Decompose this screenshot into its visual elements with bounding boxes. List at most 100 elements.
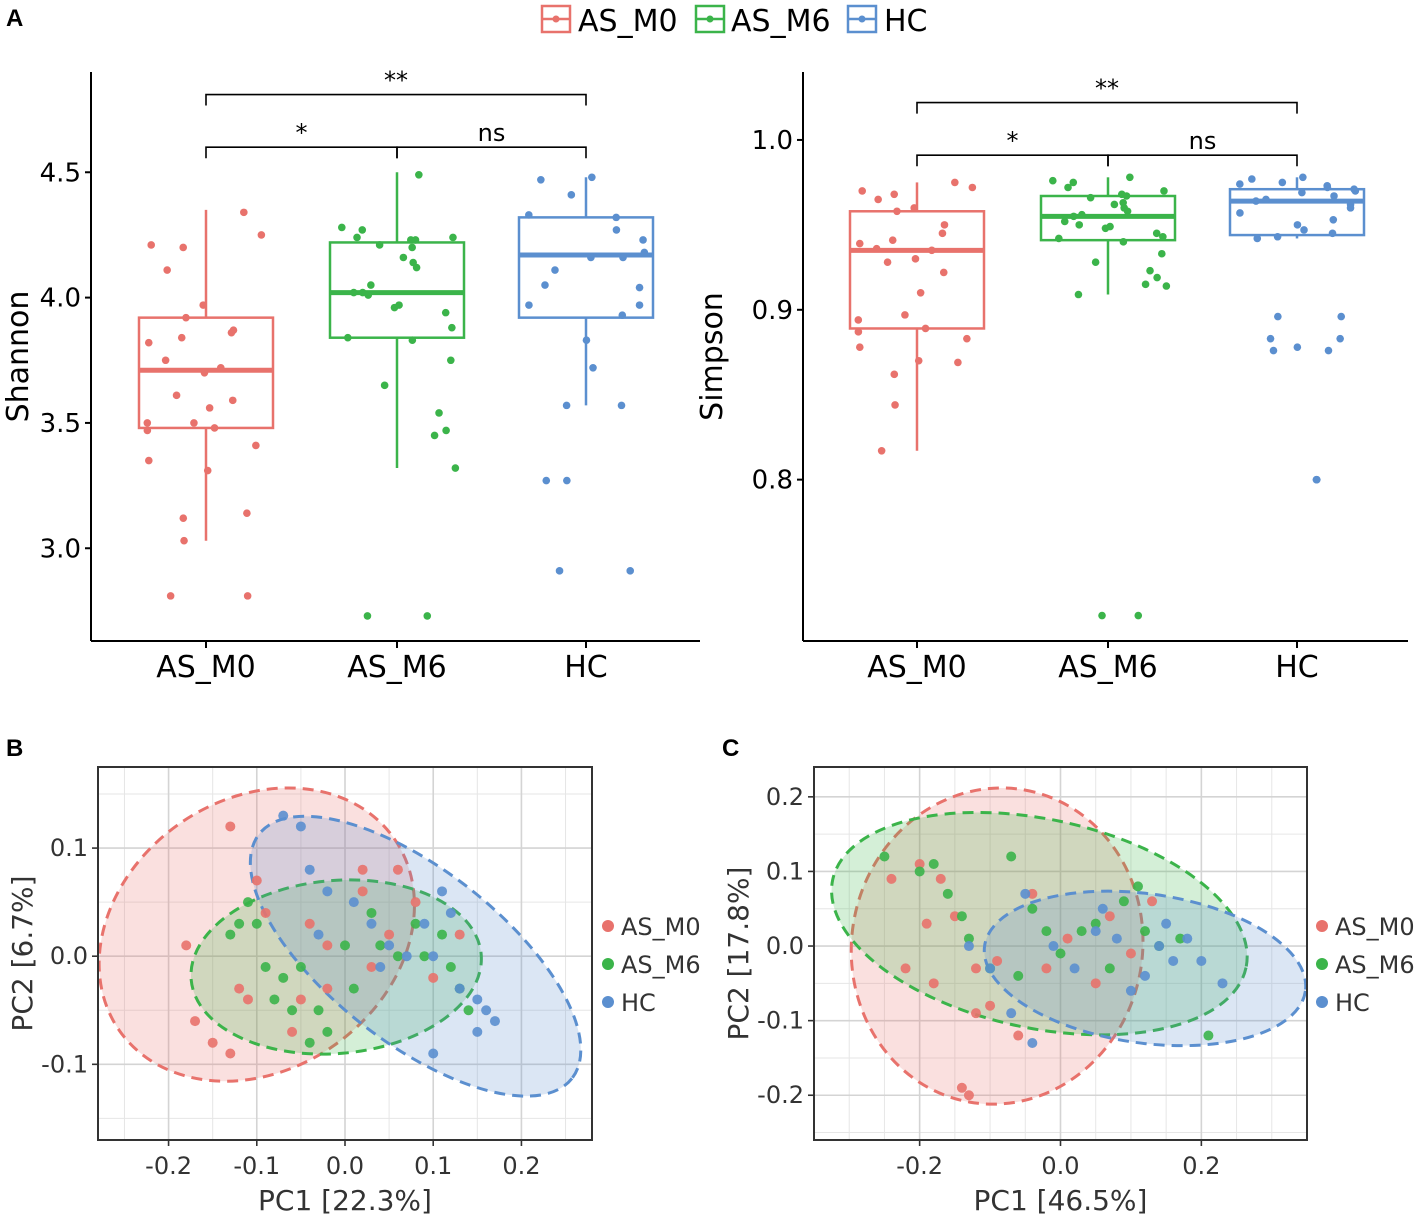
- data-point: [295, 994, 306, 1005]
- data-point: [1119, 238, 1128, 246]
- data-point: [242, 897, 253, 908]
- data-point: [914, 356, 923, 365]
- data-point: [551, 266, 559, 274]
- x-tick-label-as-m6: AS_M6: [1058, 650, 1158, 685]
- data-point: [588, 173, 596, 182]
- data-point: [626, 567, 635, 575]
- data-point: [225, 929, 236, 940]
- data-point: [1069, 212, 1078, 221]
- data-point: [525, 211, 533, 219]
- y-tick-label: 0.9: [752, 296, 793, 326]
- y-tick-label: 3.0: [40, 534, 81, 564]
- data-point: [635, 301, 644, 309]
- data-point: [1160, 187, 1168, 195]
- data-point: [1141, 280, 1150, 289]
- data-point: [384, 940, 395, 951]
- x-tick-label-as-m0: AS_M0: [867, 650, 967, 685]
- data-point: [412, 263, 421, 272]
- legend-label-as-m6: AS_M6: [731, 4, 831, 39]
- data-point: [1196, 955, 1207, 966]
- data-point: [635, 283, 644, 292]
- data-point: [313, 1005, 324, 1016]
- data-point: [287, 1005, 298, 1016]
- data-point: [205, 404, 214, 412]
- y-axis-title: Shannon: [1, 291, 36, 423]
- data-point: [1048, 941, 1059, 952]
- data-point: [454, 983, 465, 994]
- significance-bracket: **: [205, 67, 587, 106]
- bracket-line: [1107, 154, 1298, 167]
- data-point: [278, 810, 289, 821]
- data-point: [322, 983, 333, 994]
- legend-marker: [602, 996, 614, 1008]
- data-point: [449, 233, 457, 242]
- data-point: [1062, 933, 1073, 944]
- data-point: [910, 204, 918, 212]
- data-point: [240, 208, 248, 217]
- data-point: [963, 933, 974, 944]
- data-point: [234, 983, 245, 994]
- data-point: [252, 441, 260, 450]
- data-point: [410, 918, 421, 929]
- data-point: [1118, 896, 1129, 907]
- legend-label: AS_M6: [621, 951, 701, 979]
- data-point: [1154, 941, 1165, 952]
- data-point: [1027, 888, 1038, 899]
- data-point: [1074, 290, 1083, 299]
- data-point: [1252, 197, 1260, 205]
- data-point: [942, 888, 953, 899]
- data-point: [970, 1008, 981, 1019]
- data-point: [541, 281, 549, 289]
- data-point: [1086, 193, 1095, 202]
- data-point: [854, 328, 863, 336]
- significance-bracket: ns: [1107, 127, 1298, 167]
- legend-item-as-m0: AS_M0: [602, 913, 701, 941]
- top-legend-item-hc: HC: [846, 4, 928, 39]
- data-point: [313, 929, 324, 940]
- data-point: [587, 253, 595, 262]
- legend-label: HC: [1335, 989, 1370, 1017]
- data-point: [1217, 978, 1228, 989]
- data-point: [380, 381, 389, 390]
- y-axis-title: Simpson: [695, 292, 730, 421]
- data-point: [890, 370, 899, 379]
- data-point: [1140, 926, 1151, 937]
- data-point: [563, 476, 571, 485]
- data-point: [481, 1005, 492, 1016]
- data-point: [428, 972, 439, 983]
- legend-label: AS_M0: [1335, 913, 1415, 941]
- data-point: [1006, 851, 1017, 862]
- x-tick-label-as-m6: AS_M6: [347, 650, 447, 685]
- data-point: [366, 962, 377, 973]
- data-point: [1125, 985, 1136, 996]
- x-tick-label: 0.0: [1041, 1152, 1079, 1180]
- data-point: [619, 253, 627, 262]
- data-point: [949, 911, 960, 922]
- bracket-line: [205, 146, 398, 159]
- data-point: [939, 268, 948, 277]
- data-point: [1069, 178, 1078, 187]
- data-point: [1111, 933, 1122, 944]
- data-point: [879, 851, 890, 862]
- data-point: [1147, 896, 1158, 907]
- data-point: [858, 187, 867, 195]
- significance-label: **: [384, 67, 408, 95]
- box-hc: [517, 173, 655, 575]
- data-point: [442, 426, 450, 435]
- data-point: [618, 311, 627, 319]
- data-point: [1060, 217, 1069, 226]
- significance-label: *: [1007, 127, 1019, 155]
- data-point: [951, 178, 959, 187]
- data-point: [1041, 963, 1052, 974]
- data-point: [1300, 226, 1308, 234]
- data-point: [216, 363, 225, 372]
- data-point: [408, 243, 416, 252]
- data-point: [437, 886, 448, 897]
- data-point: [1299, 173, 1307, 182]
- data-point: [392, 951, 403, 962]
- data-point: [145, 456, 153, 465]
- plot-area: [98, 786, 583, 1098]
- data-point: [203, 466, 212, 475]
